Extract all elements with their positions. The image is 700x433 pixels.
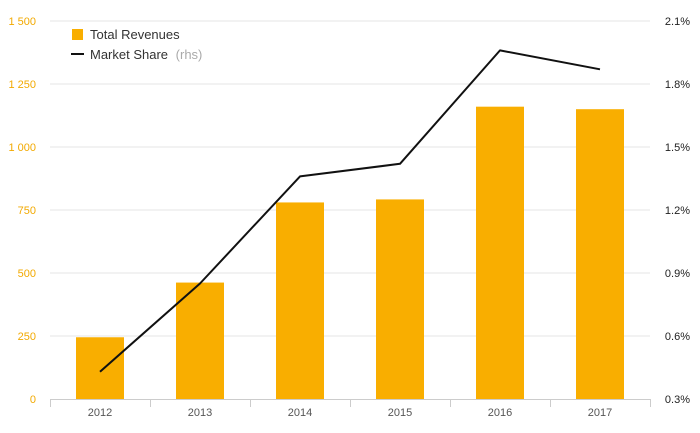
legend-label-market-share: Market Share (rhs) — [90, 47, 202, 62]
legend: Total Revenues Market Share (rhs) — [71, 27, 202, 62]
legend-market-share-name: Market Share — [90, 47, 168, 62]
y-left-tick-label: 1 000 — [8, 142, 36, 154]
y-right-tick-label: 0.6% — [665, 331, 690, 343]
x-tick-label: 2017 — [588, 407, 612, 419]
market-share-line-group — [99, 49, 601, 373]
revenue-bar-2017 — [576, 109, 624, 399]
x-tick-label: 2012 — [88, 407, 112, 419]
legend-label-total-revenues: Total Revenues — [90, 27, 180, 42]
market-share-line — [99, 49, 601, 373]
y-left-tick-label: 1 250 — [8, 79, 36, 91]
revenue-bars — [76, 106, 624, 400]
legend-swatch-total-revenues — [72, 29, 83, 40]
y-left-tick-label: 250 — [18, 331, 36, 343]
y-left-tick-label: 0 — [30, 394, 36, 406]
legend-market-share-suffix: (rhs) — [176, 47, 203, 62]
y-right-tick-label: 2.1% — [665, 16, 690, 28]
revenue-bar-2016 — [476, 106, 524, 400]
revenue-bar-2012 — [76, 337, 124, 399]
x-tick-label: 2016 — [488, 407, 512, 419]
y-right-tick-label: 1.5% — [665, 142, 690, 154]
gridlines — [50, 20, 650, 337]
y-left-tick-label: 500 — [18, 268, 36, 280]
x-tick-label: 2014 — [288, 407, 312, 419]
revenue-bar-2015 — [376, 199, 424, 399]
x-tick-label: 2015 — [388, 407, 412, 419]
y-right-tick-label: 1.8% — [665, 79, 690, 91]
y-right-tick-label: 1.2% — [665, 205, 690, 217]
y-left-tick-label: 750 — [18, 205, 36, 217]
axes: 0 250 500 750 1 000 1 250 1 500 0.3% 0.6% 0.9% 1.2… — [8, 16, 690, 419]
revenue-bar-2014 — [276, 202, 324, 399]
x-tick-label: 2013 — [188, 407, 212, 419]
y-right-tick-label: 0.9% — [665, 268, 690, 280]
y-left-tick-label: 1 500 — [8, 16, 36, 28]
y-right-tick-label: 0.3% — [665, 394, 690, 406]
revenue-bar-2013 — [176, 282, 224, 399]
